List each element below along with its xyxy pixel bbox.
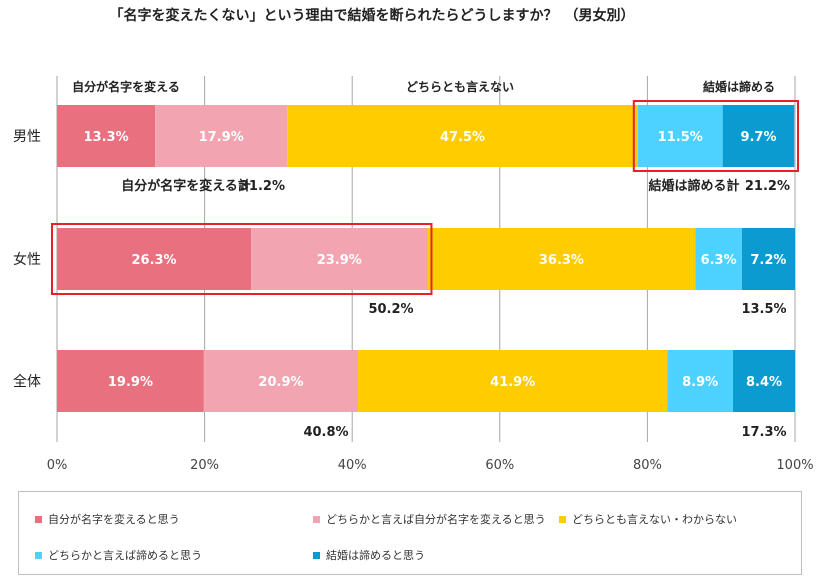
male-giveup-total: 21.2% xyxy=(745,179,790,194)
bar-segment xyxy=(667,350,734,412)
bar-value-label: 7.2% xyxy=(750,253,786,268)
bar-segment xyxy=(427,228,696,290)
bars: 13.3% 17.9% 47.5% 11.5% 9.7% 26.3% 23.9% 36.3% 6… xyxy=(57,105,795,412)
bar-value-label: 6.3% xyxy=(701,253,737,268)
bar-value-label: 8.4% xyxy=(746,375,782,390)
bar-value-label: 36.3% xyxy=(539,253,584,268)
male-change-total: 31.2% xyxy=(240,179,285,194)
legend-item: 結婚は諦めると思う xyxy=(313,547,425,563)
x-tick-label: 60% xyxy=(485,458,514,473)
legend-swatch xyxy=(313,515,320,523)
legend-item: どちらかと言えば諦めると思う xyxy=(35,547,202,563)
bar-segment xyxy=(57,350,204,412)
legend-label: どちらかと言えば自分が名字を変えると思う xyxy=(326,513,546,526)
bar-segment xyxy=(57,228,252,290)
bar-segment xyxy=(741,228,795,290)
legend-swatch xyxy=(313,551,320,559)
group-headers: 自分が名字を変える どちらとも言えない 結婚は諦める xyxy=(72,79,775,94)
header-change-name: 自分が名字を変える xyxy=(72,79,180,94)
legend-label: 結婚は諦めると思う xyxy=(326,549,425,562)
bar-value-label: 23.9% xyxy=(317,253,362,268)
category-label: 女性 xyxy=(13,251,41,268)
female-change-total: 50.2% xyxy=(368,302,413,317)
chart-title: 「名字を変えたくない」という理由で結婚を断られたらどうしますか？ （男女別） xyxy=(110,7,635,24)
x-tick-label: 80% xyxy=(633,458,662,473)
legend-swatch xyxy=(35,551,42,559)
bar-segment xyxy=(287,105,638,167)
highlight-male-giveup xyxy=(632,100,800,172)
x-tick-label: 40% xyxy=(338,458,367,473)
legend-label: どちらかと言えば諦めると思う xyxy=(48,549,202,562)
bar-segment xyxy=(637,105,723,167)
bar-value-label: 17.9% xyxy=(199,130,244,145)
bar-segment xyxy=(155,105,288,167)
bar-segment xyxy=(722,105,795,167)
bar-segment xyxy=(203,350,359,412)
bar-segment xyxy=(57,105,156,167)
bar-value-label: 9.7% xyxy=(740,130,776,145)
x-tick-labels: 0% 20% 40% 60% 80% 100% xyxy=(47,458,814,473)
highlight-female-change xyxy=(51,223,433,295)
legend: 自分が名字を変えると思う どちらかと言えば自分が名字を変えると思う どちらとも言えな… xyxy=(18,491,802,575)
bar-value-label: 47.5% xyxy=(440,130,485,145)
bar-value-label: 13.3% xyxy=(84,130,129,145)
bar-segment xyxy=(695,228,742,290)
legend-label: 自分が名字を変えると思う xyxy=(48,513,180,526)
bar-value-label: 11.5% xyxy=(658,130,703,145)
bar-segment xyxy=(251,228,428,290)
header-neutral: どちらとも言えない xyxy=(406,79,514,94)
bar-segment xyxy=(358,350,668,412)
male-giveup-total-label: 結婚は諦める計 xyxy=(648,178,739,194)
bar-segment xyxy=(733,350,795,412)
bar-value-label: 8.9% xyxy=(682,375,718,390)
male-change-total-label: 自分が名字を変える計 xyxy=(121,178,251,194)
bar-value-label: 26.3% xyxy=(131,253,176,268)
all-giveup-total: 17.3% xyxy=(741,425,786,440)
x-tick-label: 100% xyxy=(776,458,813,473)
female-giveup-total: 13.5% xyxy=(741,302,786,317)
highlight-boxes xyxy=(51,100,800,295)
category-label: 全体 xyxy=(13,373,41,390)
legend-swatch xyxy=(35,515,42,523)
legend-swatch xyxy=(559,515,566,523)
legend-item: どちらとも言えない・わからない xyxy=(559,511,737,527)
all-change-total: 40.8% xyxy=(303,425,348,440)
x-tick-label: 20% xyxy=(190,458,219,473)
legend-item: どちらかと言えば自分が名字を変えると思う xyxy=(313,511,546,527)
bar-value-label: 19.9% xyxy=(108,375,153,390)
category-label: 男性 xyxy=(13,129,41,145)
header-give-up: 結婚は諦める xyxy=(703,79,775,94)
bar-value-label: 41.9% xyxy=(490,375,535,390)
legend-label: どちらとも言えない・わからない xyxy=(572,513,737,526)
bar-value-label: 20.9% xyxy=(258,375,303,390)
legend-item: 自分が名字を変えると思う xyxy=(35,511,180,527)
x-tick-label: 0% xyxy=(47,458,68,473)
